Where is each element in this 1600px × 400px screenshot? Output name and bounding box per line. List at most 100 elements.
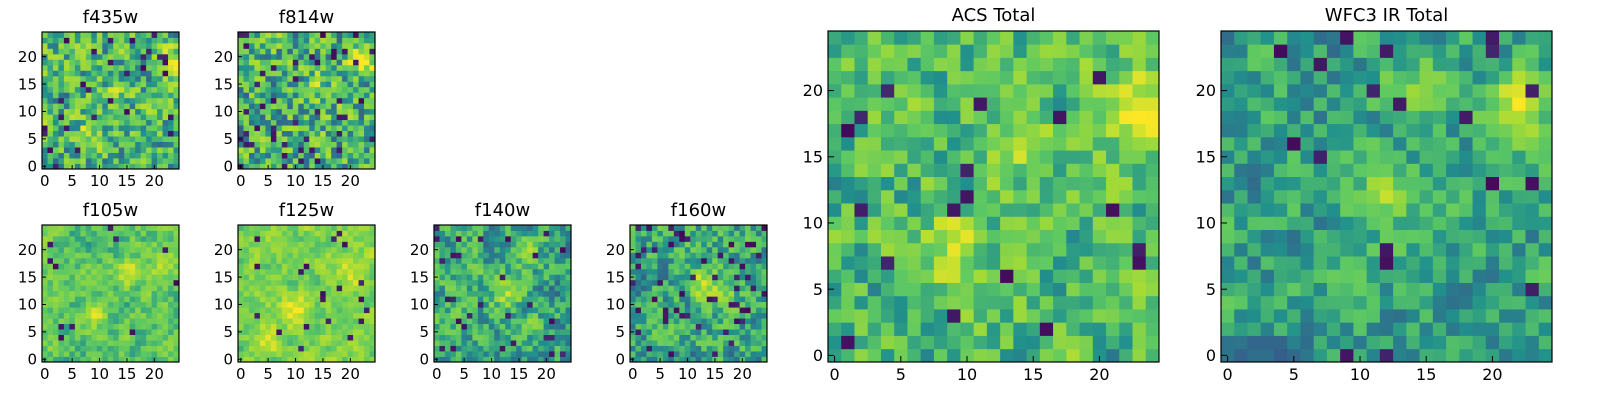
heatmap-cell [1366,189,1381,204]
heatmap-cell [434,340,440,346]
heatmap-cell [102,92,109,99]
heatmap-cell [358,312,365,319]
heatmap-cell [151,108,158,115]
heatmap-cell [238,48,244,55]
heatmap-cell [1119,335,1133,350]
heatmap-cell [673,340,680,346]
heatmap-cell [342,125,348,132]
heatmap-cell [140,158,147,164]
heatmap-cell [1446,256,1460,270]
heatmap-cell [140,268,147,275]
heatmap-cell [63,64,70,71]
heatmap-cell [1313,242,1328,257]
heatmap-cell [483,235,490,242]
heatmap-cell [336,230,343,237]
heatmap-cell [369,163,376,170]
heatmap-cell [270,152,277,159]
heatmap-cell [254,92,261,99]
heatmap-cell [80,130,87,137]
heatmap-cell [1000,97,1014,111]
heatmap-cell [1234,335,1248,350]
heatmap-cell [364,351,370,357]
heatmap-cell [1340,322,1354,336]
heatmap-cell [102,252,109,259]
heatmap-cell [538,263,544,270]
heatmap-cell [668,235,675,242]
heatmap-cell [325,119,332,126]
heatmap-cell [867,348,882,363]
heatmap-cell [63,92,70,99]
heatmap-cell [135,307,142,314]
heatmap-cell [58,307,65,314]
heatmap-cell [353,225,359,231]
heatmap-cell [739,312,746,319]
heatmap-cell [102,296,109,303]
heatmap-cell [140,75,147,82]
heatmap-cell [63,340,70,346]
heatmap-cell [259,340,266,346]
heatmap-cell [684,296,691,303]
heatmap-cell [254,230,261,237]
heatmap-cell [91,356,98,363]
heatmap-cell [281,301,288,308]
heatmap-cell [947,256,961,270]
heatmap-cell [353,290,359,297]
heatmap-cell [146,32,152,38]
heatmap-cell [69,48,76,55]
heatmap-cell [91,301,98,308]
heatmap-cell [298,32,305,38]
heatmap-cell [750,290,757,297]
heatmap-cell [1472,269,1487,283]
heatmap-cell [243,42,250,49]
heatmap-cell [173,225,180,231]
heatmap-cell [129,252,136,259]
heatmap-cell [494,312,501,319]
heatmap-cell [314,329,321,335]
heatmap-cell [494,345,501,352]
heatmap-cell [63,108,70,115]
panel-title: f435w [82,7,139,28]
heatmap-cell [828,295,842,310]
plot-frame [433,224,572,363]
heatmap-cell [635,274,642,281]
heatmap-cell [331,356,338,363]
heatmap-cell [42,279,48,286]
heatmap-cell [657,340,664,346]
heatmap-cell [1419,282,1434,297]
heatmap-cell [259,92,266,99]
heatmap-cell [549,290,555,297]
heatmap-cell [1472,163,1487,178]
heatmap-cell [1313,282,1328,297]
heatmap-cell [325,152,332,159]
heatmap-cell [303,86,310,93]
heatmap-cell [325,114,332,121]
heatmap-cell [1013,110,1027,125]
heatmap-cell [85,345,92,352]
heatmap-cell [287,32,294,38]
heatmap-cell [146,345,152,352]
x-tick-label: 15 [1023,365,1043,384]
heatmap-cell [265,147,272,153]
heatmap-cell [91,147,98,153]
heatmap-cell [69,53,76,60]
heatmap-cell [1079,256,1094,270]
heatmap-cell [527,274,534,281]
heatmap-cell [129,147,136,153]
heatmap-cell [1340,309,1354,323]
heatmap-cell [96,136,103,142]
heatmap-cell [353,163,359,170]
heatmap-cell [248,75,255,82]
heatmap-cell [630,312,636,319]
heatmap-cell [331,340,338,346]
heatmap-cell [358,296,365,303]
heatmap-cell [1300,216,1315,230]
heatmap-cell [270,323,277,330]
heatmap-cell [259,279,266,286]
heatmap-cell [265,246,272,253]
heatmap-cell [276,42,283,49]
heatmap-cell [353,340,359,346]
heatmap-cell [1525,203,1540,217]
heatmap-cell [309,136,316,142]
heatmap-cell [254,125,261,132]
